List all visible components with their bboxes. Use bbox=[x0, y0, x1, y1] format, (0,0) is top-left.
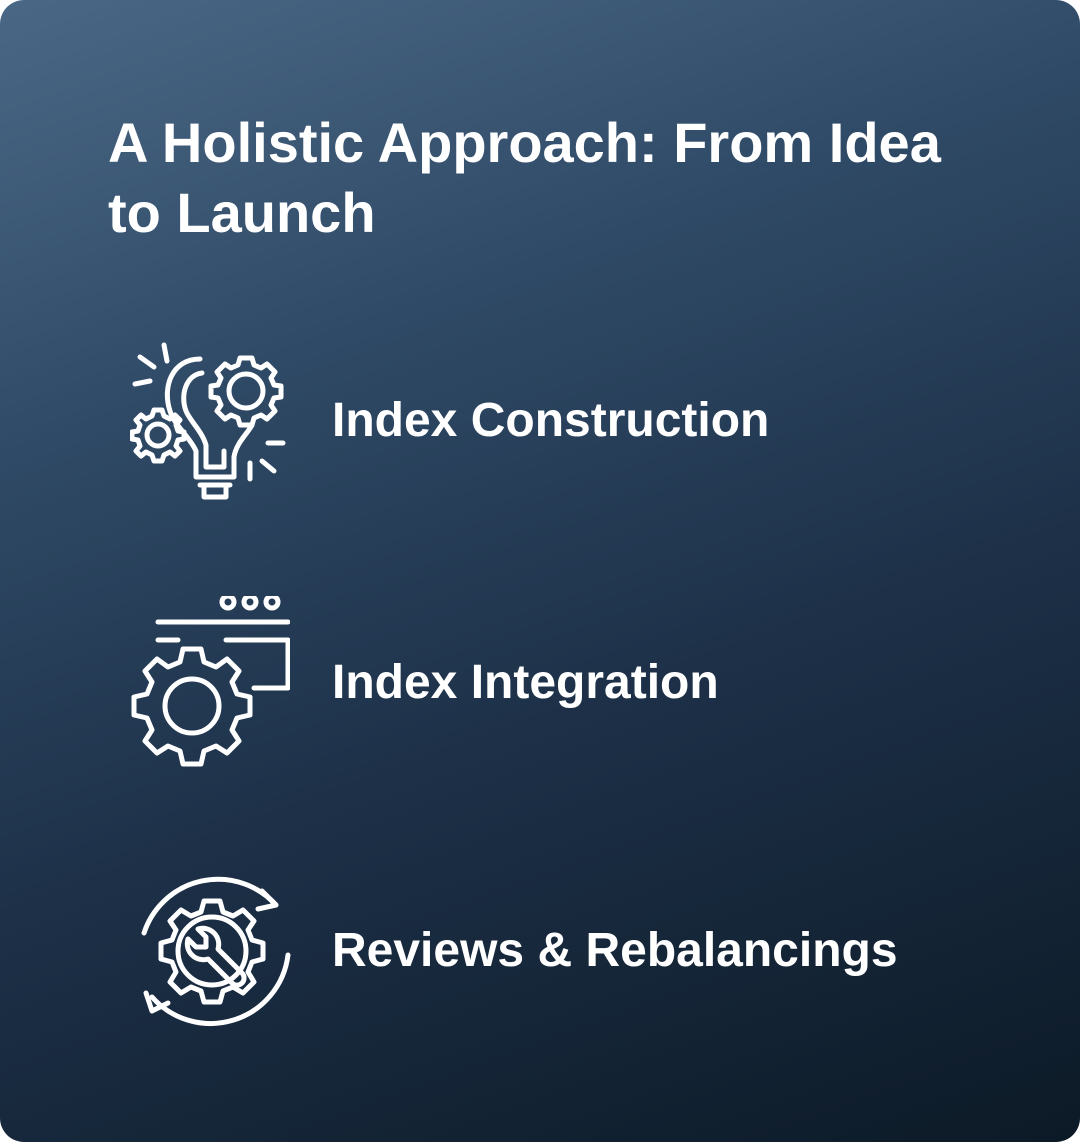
browser-gear-icon bbox=[130, 595, 300, 768]
list-item-index-integration: Index Integration bbox=[130, 595, 1030, 768]
item-label: Index Construction bbox=[332, 394, 770, 447]
item-label: Index Integration bbox=[332, 656, 719, 709]
page-title: A Holistic Approach: From Idea to Launch bbox=[108, 111, 941, 244]
item-label: Reviews & Rebalancings bbox=[332, 924, 898, 977]
list-item-index-construction: Index Construction bbox=[130, 336, 1030, 506]
wrench-gear-cycle-icon bbox=[130, 866, 300, 1036]
list-item-reviews-rebalancings: Reviews & Rebalancings bbox=[130, 866, 1030, 1036]
lightbulb-gears-icon bbox=[130, 336, 300, 506]
